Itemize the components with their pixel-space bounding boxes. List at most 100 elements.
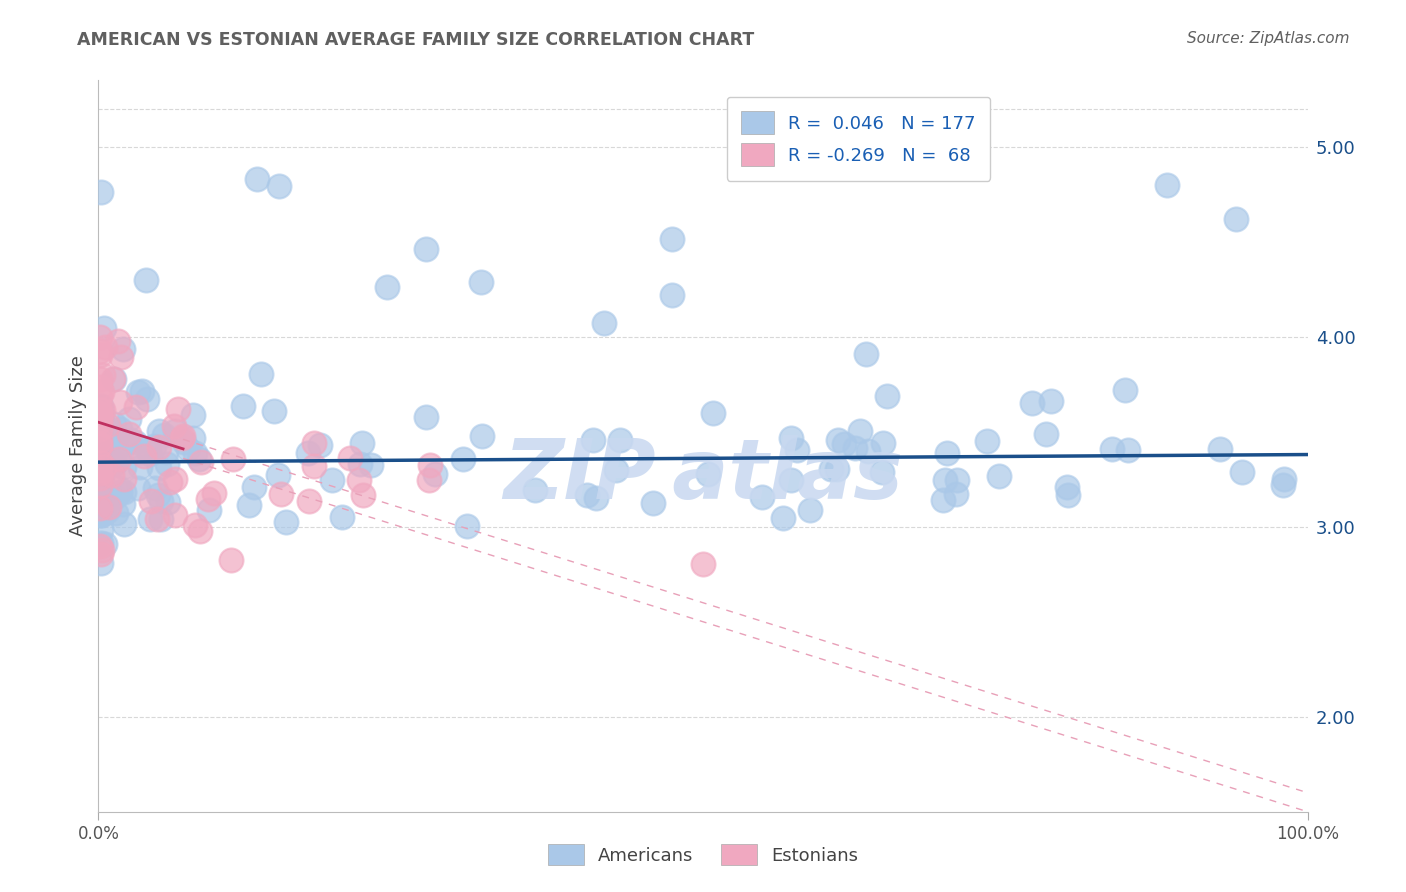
Point	[111, 342, 134, 356]
Point	[692, 557, 714, 571]
Point	[593, 316, 616, 330]
Point	[139, 447, 162, 461]
Point	[90, 485, 112, 500]
Point	[108, 484, 131, 499]
Point	[90, 432, 112, 446]
Point	[184, 446, 207, 460]
Point	[190, 455, 212, 469]
Point	[112, 472, 135, 486]
Point	[90, 448, 112, 462]
Point	[138, 444, 160, 458]
Point	[172, 429, 194, 443]
Point	[347, 473, 370, 487]
Point	[988, 469, 1011, 483]
Point	[90, 556, 112, 570]
Point	[132, 449, 155, 463]
Point	[149, 494, 172, 508]
Point	[347, 473, 370, 487]
Point	[132, 449, 155, 463]
Point	[309, 438, 332, 452]
Point	[90, 442, 112, 456]
Point	[101, 468, 124, 483]
Point	[90, 478, 112, 492]
Point	[352, 488, 374, 502]
Point	[93, 439, 115, 453]
Point	[184, 518, 207, 533]
Point	[90, 470, 112, 484]
Point	[94, 537, 117, 551]
Point	[1056, 488, 1078, 502]
Point	[89, 408, 111, 422]
Point	[90, 409, 112, 423]
Point	[825, 461, 848, 475]
Point	[945, 487, 967, 501]
Point	[423, 467, 446, 482]
Point	[94, 340, 117, 354]
Point	[112, 497, 135, 511]
Point	[90, 460, 112, 475]
Point	[1035, 426, 1057, 441]
Point	[91, 407, 114, 421]
Point	[1272, 472, 1295, 486]
Point	[90, 466, 112, 480]
Point	[97, 440, 120, 454]
Point	[870, 465, 893, 479]
Text: AMERICAN VS ESTONIAN AVERAGE FAMILY SIZE CORRELATION CHART: AMERICAN VS ESTONIAN AVERAGE FAMILY SIZE…	[77, 31, 755, 49]
Point	[779, 431, 801, 445]
Point	[90, 451, 112, 466]
Point	[90, 465, 112, 479]
Point	[90, 401, 112, 415]
Point	[825, 461, 848, 475]
Point	[641, 496, 664, 510]
Point	[419, 458, 441, 472]
Point	[246, 172, 269, 186]
Point	[609, 433, 631, 447]
Point	[89, 348, 111, 362]
Point	[104, 442, 127, 457]
Point	[90, 463, 112, 477]
Point	[1209, 442, 1232, 457]
Point	[89, 348, 111, 362]
Point	[93, 506, 115, 520]
Point	[108, 448, 131, 462]
Point	[145, 481, 167, 495]
Point	[779, 473, 801, 487]
Point	[107, 334, 129, 349]
Point	[149, 494, 172, 508]
Point	[1156, 178, 1178, 192]
Point	[332, 510, 354, 524]
Point	[89, 540, 111, 554]
Point	[772, 511, 794, 525]
Point	[93, 459, 115, 474]
Point	[89, 500, 111, 515]
Legend: Americans, Estonians: Americans, Estonians	[538, 835, 868, 874]
Point	[360, 458, 382, 473]
Point	[136, 392, 159, 406]
Point	[181, 408, 204, 422]
Point	[124, 435, 146, 450]
Point	[89, 466, 111, 480]
Point	[90, 469, 112, 483]
Point	[104, 490, 127, 504]
Point	[1225, 212, 1247, 227]
Point	[202, 486, 225, 500]
Point	[156, 494, 179, 508]
Point	[202, 486, 225, 500]
Point	[90, 556, 112, 570]
Point	[267, 467, 290, 482]
Point	[96, 430, 118, 444]
Point	[149, 512, 172, 526]
Point	[89, 343, 111, 358]
Point	[118, 411, 141, 425]
Point	[108, 395, 131, 409]
Point	[90, 536, 112, 550]
Point	[129, 445, 152, 459]
Point	[90, 463, 112, 477]
Point	[90, 409, 112, 423]
Text: ZIP atlas: ZIP atlas	[503, 434, 903, 516]
Point	[232, 399, 254, 413]
Point	[89, 414, 111, 428]
Point	[302, 435, 325, 450]
Point	[181, 431, 204, 445]
Point	[184, 446, 207, 460]
